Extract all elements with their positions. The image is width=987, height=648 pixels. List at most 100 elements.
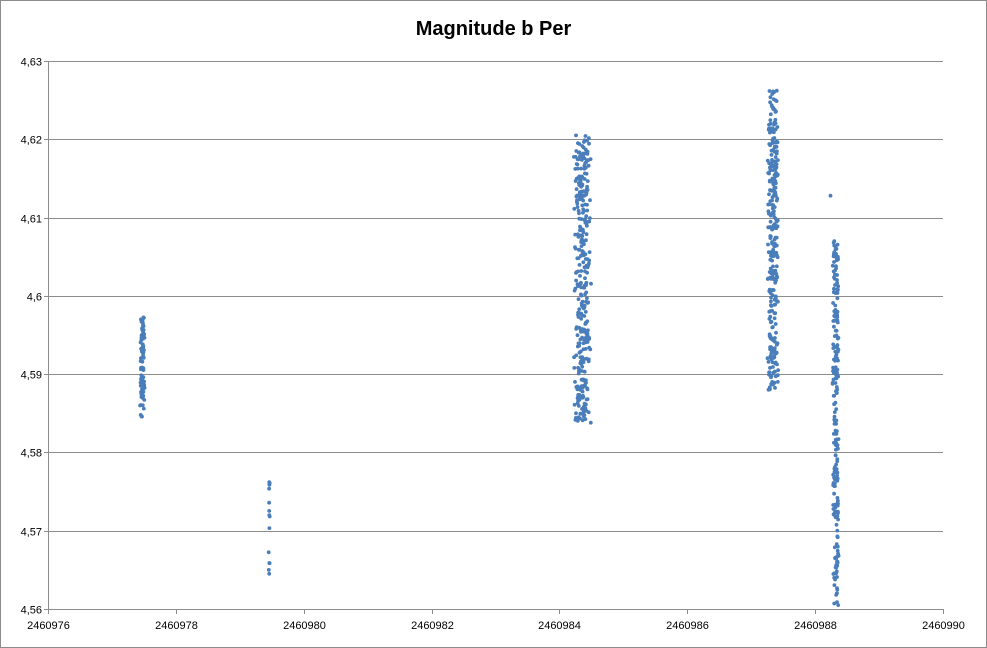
data-point <box>581 306 586 311</box>
data-point <box>766 387 771 392</box>
data-point <box>573 232 578 237</box>
data-point <box>578 388 583 392</box>
data-point <box>832 357 836 362</box>
data-point <box>579 238 584 243</box>
data-point <box>572 402 577 407</box>
data-point <box>583 276 587 281</box>
data-point <box>835 528 840 533</box>
data-point <box>832 422 837 426</box>
data-point <box>831 512 836 517</box>
data-point <box>834 373 839 377</box>
data-point <box>582 303 587 308</box>
data-point <box>773 302 778 307</box>
data-point <box>835 470 840 475</box>
data-point <box>774 330 778 335</box>
data-point <box>771 356 776 360</box>
data-point <box>578 154 582 159</box>
data-point <box>775 196 780 201</box>
data-point <box>831 346 836 350</box>
data-point <box>579 285 583 290</box>
data-point <box>578 416 582 421</box>
data-point <box>579 349 583 354</box>
y-tick-label: 4,63 <box>21 57 42 69</box>
data-point <box>833 505 838 510</box>
data-point <box>835 312 839 317</box>
data-point <box>834 593 839 597</box>
data-point <box>581 414 586 419</box>
data-point <box>138 359 143 363</box>
data-point <box>141 324 146 328</box>
data-point <box>771 226 775 231</box>
data-point <box>834 542 839 547</box>
data-point <box>578 337 583 342</box>
data-point <box>834 247 839 251</box>
data-point <box>772 244 777 249</box>
data-point <box>771 182 776 187</box>
data-point <box>577 263 582 267</box>
data-point <box>835 309 840 314</box>
data-point <box>772 215 777 220</box>
data-point <box>580 364 585 369</box>
data-point <box>577 183 582 187</box>
data-point <box>581 154 586 158</box>
data-point <box>834 447 838 452</box>
data-point <box>574 278 578 283</box>
data-point <box>575 387 580 392</box>
data-point <box>770 241 774 246</box>
data-point <box>833 476 837 481</box>
data-point <box>833 577 837 582</box>
data-point <box>774 278 778 283</box>
data-point <box>769 337 774 341</box>
data-point <box>576 247 581 252</box>
data-point <box>774 88 779 93</box>
data-point <box>581 250 586 255</box>
data-point <box>834 432 839 436</box>
data-point <box>770 308 774 313</box>
data-point <box>587 136 591 141</box>
axes <box>44 61 944 614</box>
data-point <box>585 188 590 192</box>
data-point <box>585 340 590 344</box>
data-point <box>581 341 586 346</box>
data-point <box>267 571 272 576</box>
data-point <box>775 274 779 279</box>
data-point <box>579 217 584 222</box>
data-point <box>581 260 586 265</box>
data-point <box>579 174 584 179</box>
data-point <box>585 179 590 184</box>
data-point <box>768 199 773 204</box>
data-point <box>267 513 272 518</box>
data-point <box>577 307 582 312</box>
data-point <box>766 276 770 281</box>
data-point <box>267 509 272 513</box>
data-point <box>573 245 577 250</box>
data-point <box>575 419 580 423</box>
data-point <box>836 358 840 363</box>
data-point <box>769 299 773 304</box>
data-point <box>775 149 779 154</box>
data-point <box>771 97 776 102</box>
data-point <box>586 163 591 168</box>
data-point <box>580 418 585 422</box>
data-point <box>836 603 841 607</box>
y-tick-label: 4,61 <box>21 214 42 226</box>
data-point <box>771 89 775 94</box>
data-point <box>768 121 773 126</box>
data-point <box>766 360 771 364</box>
data-point <box>574 149 579 153</box>
data-point <box>580 395 585 400</box>
data-point <box>772 205 777 210</box>
data-point <box>578 281 583 286</box>
data-point <box>769 163 774 168</box>
x-tick-label: 2460990 <box>922 620 965 632</box>
data-point <box>583 310 588 314</box>
x-tick-label: 2460986 <box>666 620 709 632</box>
data-point <box>836 511 840 515</box>
data-point <box>830 381 835 386</box>
data-point <box>835 318 840 323</box>
data-point <box>575 256 580 261</box>
data-point <box>765 356 770 361</box>
data-point <box>773 155 778 160</box>
data-point <box>586 300 590 305</box>
data-point <box>768 95 773 100</box>
